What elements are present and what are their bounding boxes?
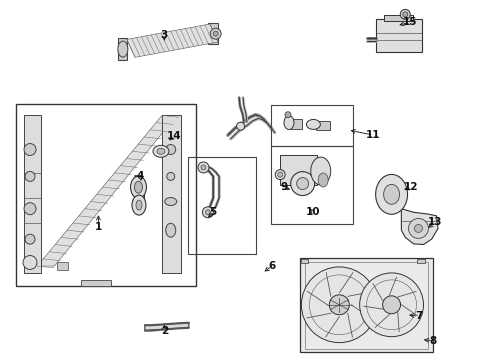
Bar xyxy=(314,162,323,173)
Text: 15: 15 xyxy=(403,17,417,27)
Bar xyxy=(300,258,433,352)
Circle shape xyxy=(25,171,35,181)
Ellipse shape xyxy=(165,198,177,206)
Bar xyxy=(292,119,302,129)
Text: 4: 4 xyxy=(136,171,144,181)
Text: 5: 5 xyxy=(210,207,217,217)
Circle shape xyxy=(278,172,283,177)
Bar xyxy=(24,116,41,273)
Ellipse shape xyxy=(134,181,143,193)
Bar xyxy=(280,155,317,185)
Bar xyxy=(417,259,425,263)
Circle shape xyxy=(301,267,377,343)
Ellipse shape xyxy=(132,195,146,215)
Bar xyxy=(57,262,68,270)
Circle shape xyxy=(24,144,36,156)
Circle shape xyxy=(291,172,315,195)
Ellipse shape xyxy=(166,223,176,237)
Text: 6: 6 xyxy=(268,261,275,271)
Bar xyxy=(163,147,172,151)
Polygon shape xyxy=(127,24,218,57)
Bar xyxy=(81,280,111,286)
Bar xyxy=(384,187,399,202)
Circle shape xyxy=(296,177,309,190)
Text: 13: 13 xyxy=(428,217,443,227)
Ellipse shape xyxy=(384,184,399,204)
Bar xyxy=(188,157,256,253)
Circle shape xyxy=(205,210,210,215)
Circle shape xyxy=(202,207,213,218)
Ellipse shape xyxy=(318,173,328,187)
Circle shape xyxy=(167,172,175,180)
Circle shape xyxy=(285,112,291,118)
Bar xyxy=(376,19,422,51)
Ellipse shape xyxy=(306,120,320,129)
Text: 3: 3 xyxy=(161,30,168,40)
Circle shape xyxy=(383,296,400,314)
Circle shape xyxy=(25,234,35,244)
Circle shape xyxy=(23,256,37,269)
Text: 10: 10 xyxy=(306,207,320,217)
Circle shape xyxy=(213,31,218,36)
Circle shape xyxy=(201,165,206,170)
Bar xyxy=(118,39,127,60)
Bar xyxy=(271,105,353,145)
Circle shape xyxy=(403,12,408,17)
Ellipse shape xyxy=(311,157,331,185)
Circle shape xyxy=(198,162,209,173)
Text: 8: 8 xyxy=(430,336,437,346)
Circle shape xyxy=(210,28,221,39)
Circle shape xyxy=(166,144,176,154)
Bar xyxy=(301,259,308,263)
Bar xyxy=(162,116,181,273)
Ellipse shape xyxy=(284,116,294,130)
Text: 7: 7 xyxy=(415,311,422,321)
Ellipse shape xyxy=(130,176,147,198)
Polygon shape xyxy=(37,116,176,266)
Ellipse shape xyxy=(157,148,165,154)
Text: 12: 12 xyxy=(404,182,418,192)
Circle shape xyxy=(237,122,245,130)
Text: 2: 2 xyxy=(161,325,168,336)
Circle shape xyxy=(275,170,285,180)
Bar xyxy=(316,121,330,130)
Circle shape xyxy=(415,224,422,233)
Ellipse shape xyxy=(118,41,128,57)
Ellipse shape xyxy=(153,145,169,157)
Text: 9: 9 xyxy=(281,182,288,192)
Bar xyxy=(16,104,196,286)
Circle shape xyxy=(400,9,410,19)
Bar xyxy=(271,146,353,224)
Ellipse shape xyxy=(376,175,408,214)
Ellipse shape xyxy=(136,200,142,210)
Polygon shape xyxy=(401,209,438,244)
Circle shape xyxy=(329,295,349,315)
Bar xyxy=(134,191,145,202)
Bar xyxy=(208,23,218,44)
Circle shape xyxy=(360,273,423,337)
Text: 1: 1 xyxy=(95,222,102,231)
Polygon shape xyxy=(145,323,189,330)
Text: 11: 11 xyxy=(366,130,381,140)
Circle shape xyxy=(24,203,36,215)
Bar xyxy=(384,15,413,22)
Text: 14: 14 xyxy=(167,131,181,141)
Bar xyxy=(305,262,428,348)
Circle shape xyxy=(409,219,428,238)
